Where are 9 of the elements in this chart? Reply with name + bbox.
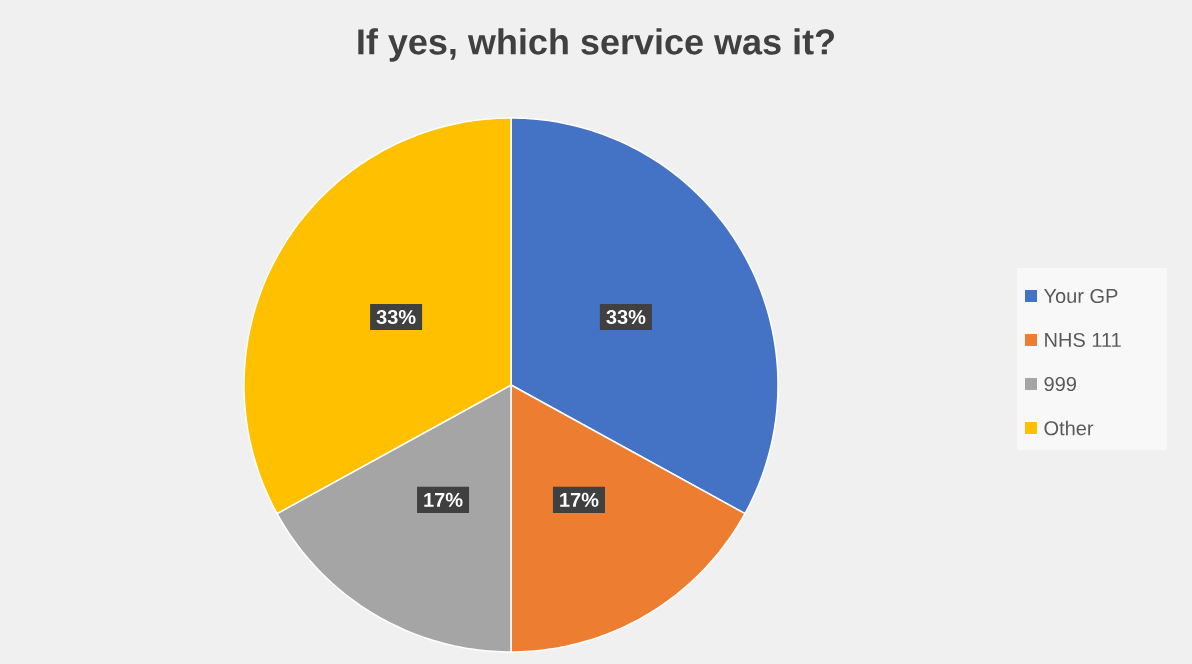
data-label: 33% (606, 309, 646, 325)
data-label: 33% (376, 309, 416, 325)
legend-label: Your GP (1043, 288, 1118, 304)
chart-title: If yes, which service was it? (358, 28, 835, 62)
legend-label: Other (1044, 420, 1094, 436)
legend-label: NHS 111 (1045, 332, 1121, 348)
data-label: 17% (560, 492, 599, 507)
data-label: 17% (424, 492, 463, 507)
legend-label: 999 (1044, 376, 1076, 392)
